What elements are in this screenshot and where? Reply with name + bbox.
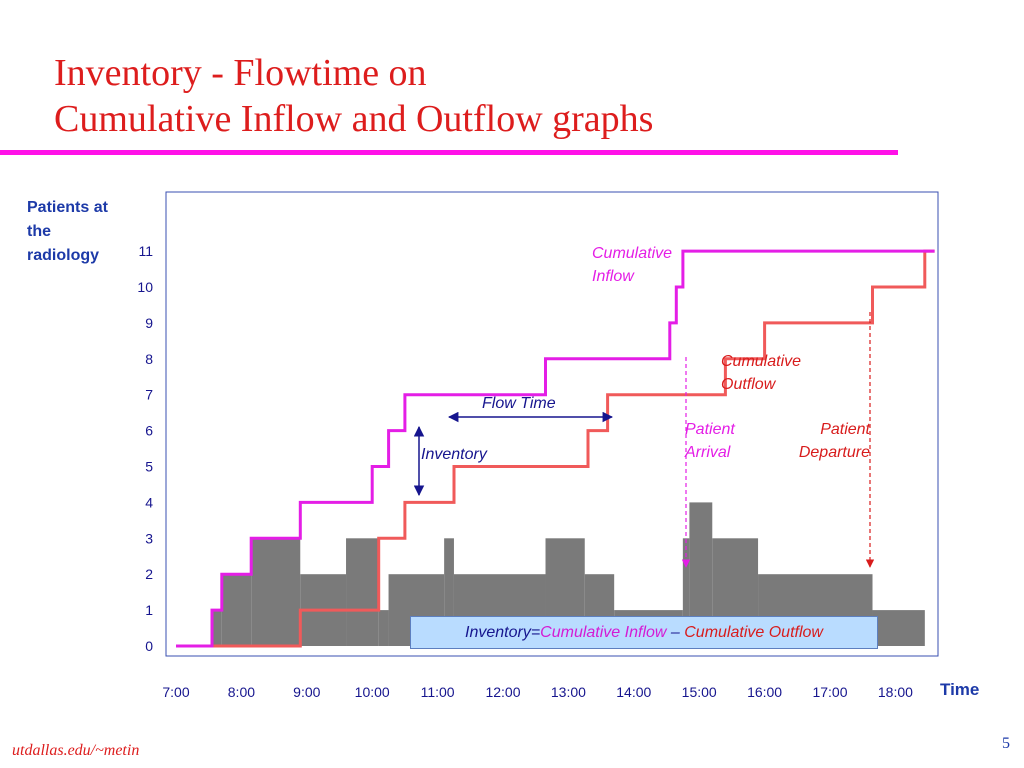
title-line-2: Cumulative Inflow and Outflow graphs <box>54 98 654 140</box>
y-tick-label: 0 <box>145 638 153 654</box>
cumulative-inflow-line <box>176 249 935 648</box>
inventory-bar <box>346 538 379 646</box>
x-tick-label: 10:00 <box>355 684 390 700</box>
y-tick-label: 7 <box>145 387 153 403</box>
outflow-label-line: Outflow <box>721 376 777 393</box>
inventory-bar <box>378 610 389 646</box>
patient-departure-label-line: Patient <box>820 421 870 438</box>
inventory-bar <box>872 610 925 646</box>
y-tick-label: 8 <box>145 351 153 367</box>
y-tick-label: 3 <box>145 530 153 546</box>
slide-title: Inventory - Flowtime on Cumulative Inflo… <box>54 50 653 142</box>
x-tick-label: 8:00 <box>228 684 255 700</box>
x-tick-label: 11:00 <box>421 684 455 700</box>
title-underline <box>0 150 898 155</box>
x-tick-label: 9:00 <box>293 684 320 700</box>
patient-arrival-label-line: Patient <box>685 421 735 438</box>
inflow-label-line: Inflow <box>592 268 635 285</box>
inventory-bar <box>682 538 690 646</box>
y-tick-label: 6 <box>145 423 153 439</box>
patient-arrival-label-line: Arrival <box>684 444 731 461</box>
y-tick-label: 1 <box>145 602 153 618</box>
inflow-label-line: Cumulative <box>592 245 672 262</box>
y-tick-label: 11 <box>138 243 153 259</box>
y-tick-label: 2 <box>145 566 153 582</box>
inventory-bar <box>221 574 252 646</box>
flow-time-label: Flow Time <box>482 395 556 412</box>
title-line-1: Inventory - Flowtime on <box>54 52 427 94</box>
x-tick-label: 17:00 <box>812 684 847 700</box>
formula-outflow: Cumulative Outflow <box>684 624 823 641</box>
inventory-bar <box>251 538 301 646</box>
x-axis-label: Time <box>940 680 980 699</box>
formula-inflow: Cumulative Inflow <box>540 624 667 641</box>
y-tick-label: 9 <box>145 315 153 331</box>
x-tick-label: 14:00 <box>616 684 651 700</box>
y-tick-label: 4 <box>145 494 153 510</box>
inventory-bar <box>444 538 454 646</box>
cumulative-outflow-line <box>176 249 935 648</box>
y-tick-label: 5 <box>145 459 153 475</box>
x-tick-label: 7:00 <box>162 684 189 700</box>
outflow-label-line: Cumulative <box>721 353 801 370</box>
formula-inventory: Inventory= <box>465 624 541 641</box>
inventory-formula-box: Inventory=Cumulative Inflow – Cumulative… <box>410 616 878 649</box>
x-tick-label: 18:00 <box>878 684 913 700</box>
y-tick-label: 10 <box>137 279 153 295</box>
y-axis-label: Patients at the radiology <box>27 199 108 264</box>
formula-minus: – <box>666 624 685 641</box>
source-footer: utdallas.edu/~metin <box>12 742 140 759</box>
x-tick-label: 13:00 <box>551 684 586 700</box>
page-number: 5 <box>1002 735 1010 752</box>
inventory-bar <box>689 502 713 646</box>
x-tick-label: 16:00 <box>747 684 782 700</box>
patient-departure-label-line: Departure <box>799 444 870 461</box>
x-tick-label: 12:00 <box>485 684 520 700</box>
x-tick-label: 15:00 <box>682 684 717 700</box>
inventory-label: Inventory <box>421 446 488 463</box>
inventory-bar <box>211 610 222 646</box>
